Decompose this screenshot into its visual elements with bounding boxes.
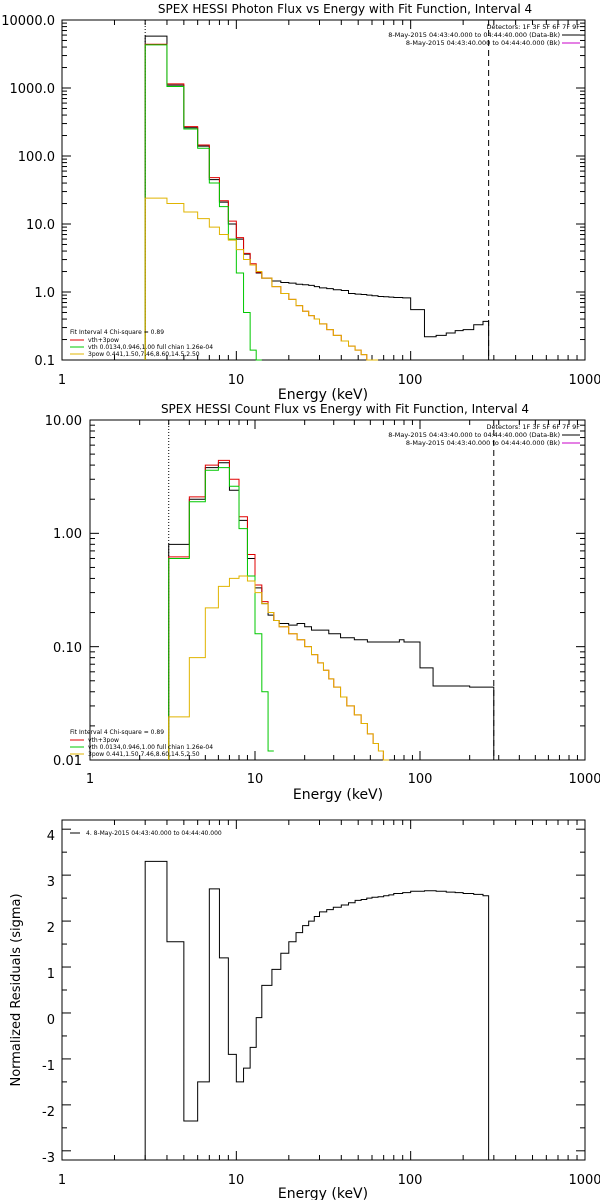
photon-flux-panel: SPEX HESSI Photon Flux vs Energy with Fi… — [1, 2, 600, 403]
photon-time-bk: 8-May-2015 04:43:40.000 to 04:44:40.000 … — [406, 39, 560, 47]
photon-legend-entry: vth+3pow — [88, 337, 119, 344]
resid-y-tick-label: -3 — [42, 1151, 55, 1166]
photon-y-tick-label: 100.0 — [18, 150, 55, 165]
count-fit-header: Fit Interval 4 Chi-square = 0.89 — [70, 729, 164, 736]
resid-x-tick-label: 100 — [398, 1173, 423, 1188]
resid-x-axis-label: Energy (keV) — [278, 1186, 368, 1200]
photon-y-tick-label: 10000.0 — [1, 14, 55, 29]
photon-plot-frame — [61, 19, 586, 361]
count-x-tick-label: 1000 — [568, 772, 600, 787]
resid-y-tick-label: -2 — [42, 1105, 55, 1120]
resid-axis-ticks — [61, 820, 585, 1160]
resid-y-tick-label: 0 — [47, 1013, 55, 1028]
photon-x-axis-label: Energy (keV) — [278, 387, 368, 403]
photon-x-tick-label: 1 — [58, 373, 66, 388]
count-plot-frame — [89, 419, 586, 761]
count-x-axis-label: Energy (keV) — [293, 787, 383, 803]
count-x-tick-label: 10 — [247, 772, 264, 787]
count-flux-panel: SPEX HESSI Count Flux vs Energy with Fit… — [45, 402, 600, 803]
count-x-tick-label: 1 — [86, 772, 94, 787]
count-y-tick-label: 0.01 — [53, 754, 82, 769]
photon-y-tick-label: 1.0 — [34, 286, 55, 301]
resid-y-tick-label: 2 — [47, 921, 55, 936]
photon-y-tick-label: 10.0 — [26, 218, 55, 233]
count-x-tick-label: 100 — [408, 772, 433, 787]
photon-series-vth — [144, 44, 262, 361]
photon-series-data-bk — [144, 35, 490, 360]
photon-time-data-bk: 8-May-2015 04:43:40.000 to 04:44:40.000 … — [388, 31, 560, 39]
count-title: SPEX HESSI Count Flux vs Energy with Fit… — [161, 402, 529, 416]
count-y-tick-label: 1.00 — [53, 527, 82, 542]
photon-fit-header: Fit Interval 4 Chi-square = 0.89 — [70, 329, 164, 336]
photon-y-tick-label: 1000.0 — [10, 82, 56, 97]
photon-title: SPEX HESSI Photon Flux vs Energy with Fi… — [158, 2, 532, 16]
resid-y-tick-label: 1 — [47, 967, 55, 982]
resid-y-tick-label: 4 — [47, 829, 55, 844]
photon-x-tick-label: 10 — [228, 373, 245, 388]
photon-x-tick-label: 100 — [398, 373, 423, 388]
resid-y-tick-label: 3 — [47, 875, 55, 890]
count-legend-entry: vth 0.0134,0.946,1.00 full chian 1.26e-0… — [88, 744, 213, 751]
count-time-data-bk: 8-May-2015 04:43:40.000 to 04:44:40.000 … — [388, 431, 560, 439]
photon-axis-ticks — [61, 19, 585, 361]
resid-y-axis-label: Normalized Residuals (sigma) — [9, 893, 24, 1086]
residuals-panel: 1 10 100 1000 -3 -2 -1 0 1 2 3 4 Energy … — [9, 819, 600, 1200]
resid-legend-entry: 4. 8-May-2015 04:43:40.000 to 04:44:40.0… — [86, 830, 222, 837]
count-time-bk: 8-May-2015 04:43:40.000 to 04:44:40.000 … — [406, 439, 560, 447]
count-series-group — [168, 420, 495, 761]
count-detectors-label: Detectors: 1F 3F 5F 6F 7F 9F — [486, 423, 580, 431]
count-y-tick-label: 0.10 — [53, 641, 82, 656]
photon-series-group — [144, 20, 490, 361]
resid-y-tick-label: -1 — [42, 1059, 55, 1074]
count-y-tick-label: 10.00 — [45, 414, 82, 429]
count-series-vth — [168, 467, 274, 760]
count-series-data-bk — [168, 462, 495, 760]
count-legend-entry: 3pow 0.441,1.50,7.46,8.60,14.5,2.50 — [88, 751, 200, 758]
photon-y-tick-label: 0.1 — [34, 354, 55, 369]
photon-series-3pow — [144, 197, 379, 361]
photon-x-tick-label: 1000 — [568, 373, 600, 388]
photon-legend-entry: 3pow 0.441,1.50,7.46,8.60,14.5,2.50 — [88, 351, 200, 358]
resid-series-group — [144, 860, 490, 1160]
count-axis-ticks — [89, 419, 585, 761]
resid-x-tick-label: 10 — [228, 1173, 245, 1188]
count-legend-entry: vth+3pow — [88, 737, 119, 744]
resid-x-tick-label: 1 — [58, 1173, 66, 1188]
photon-detectors-label: Detectors: 1F 3F 5F 6F 7F 9F — [486, 23, 580, 31]
count-series-3pow — [168, 575, 390, 761]
photon-legend-entry: vth 0.0134,0.946,1.00 full chian 1.26e-0… — [88, 344, 213, 351]
resid-series-4-8-may-2015-04-43-40-000-to-04-44-40-000 — [144, 860, 490, 1160]
resid-x-tick-label: 1000 — [568, 1173, 600, 1188]
